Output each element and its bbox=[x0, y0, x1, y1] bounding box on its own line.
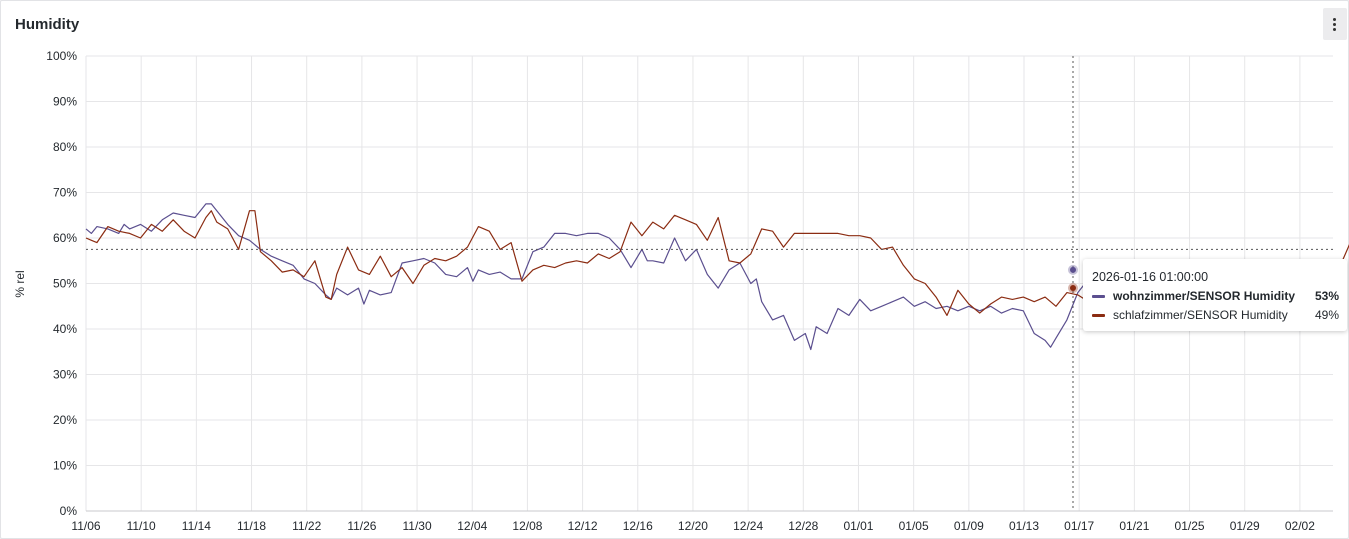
y-tick-label: 10% bbox=[53, 459, 77, 473]
x-tick-label: 12/20 bbox=[678, 519, 708, 533]
kebab-menu-icon[interactable] bbox=[1323, 8, 1347, 40]
y-tick-label: 100% bbox=[46, 49, 77, 63]
y-tick-label: 60% bbox=[53, 231, 77, 245]
x-tick-label: 01/05 bbox=[899, 519, 929, 533]
y-tick-label: 90% bbox=[53, 95, 77, 109]
x-tick-label: 12/24 bbox=[733, 519, 763, 533]
x-tick-label: 11/26 bbox=[347, 519, 376, 533]
hover-cursor bbox=[86, 56, 1333, 511]
x-tick-label: 01/01 bbox=[843, 519, 873, 533]
x-tick-label: 12/04 bbox=[457, 519, 487, 533]
x-tick-label: 12/12 bbox=[568, 519, 598, 533]
y-tick-label: 40% bbox=[53, 322, 77, 336]
hover-point-1 bbox=[1070, 285, 1076, 292]
y-tick-label: 0% bbox=[60, 504, 78, 518]
hover-point-0 bbox=[1070, 266, 1076, 273]
y-tick-label: 30% bbox=[53, 368, 77, 382]
y-axis-label: % rel bbox=[13, 270, 27, 297]
x-tick-label: 11/14 bbox=[182, 519, 211, 533]
menu-dot bbox=[1333, 28, 1336, 31]
x-tick-label: 01/29 bbox=[1230, 519, 1260, 533]
y-tick-label: 50% bbox=[53, 277, 77, 291]
x-tick-label: 11/18 bbox=[237, 519, 266, 533]
x-axis-ticks: 11/06 11/10 11/14 11/18 11/22 11/26 11/30 12/04… bbox=[71, 519, 1315, 533]
x-tick-label: 11/06 bbox=[71, 519, 100, 533]
x-tick-label: 12/28 bbox=[788, 519, 818, 533]
y-axis-ticks: 0% 10% 20% 30% 40% 50% 60% 70% 80% 90% 100% bbox=[46, 49, 77, 518]
tooltip-row: schlafzimmer/SENSOR Humidity 49% bbox=[1092, 308, 1339, 324]
menu-dot bbox=[1333, 18, 1336, 21]
tooltip-series-value: 53% bbox=[1314, 289, 1339, 303]
menu-dot bbox=[1333, 23, 1336, 26]
x-tick-label: 01/09 bbox=[954, 519, 984, 533]
tooltip-series-value: 49% bbox=[1314, 308, 1339, 322]
chart-grid bbox=[85, 55, 1333, 512]
x-tick-label: 11/22 bbox=[292, 519, 321, 533]
x-tick-label: 01/25 bbox=[1175, 519, 1205, 533]
x-tick-label: 01/21 bbox=[1119, 519, 1149, 533]
x-tick-label: 01/17 bbox=[1064, 519, 1094, 533]
series-line-0 bbox=[85, 203, 1139, 351]
tooltip-series-label: schlafzimmer/SENSOR Humidity bbox=[1113, 308, 1288, 322]
x-tick-label: 02/02 bbox=[1285, 519, 1315, 533]
x-tick-label: 12/08 bbox=[512, 519, 542, 533]
y-tick-label: 70% bbox=[53, 186, 77, 200]
y-tick-label: 20% bbox=[53, 413, 77, 427]
series-swatch bbox=[1092, 295, 1105, 298]
hover-tooltip: 2026-01-16 01:00:00 wohnzimmer/SENSOR Hu… bbox=[1083, 259, 1347, 331]
x-tick-label: 01/13 bbox=[1009, 519, 1039, 533]
x-tick-label: 12/16 bbox=[623, 519, 653, 533]
tooltip-series-label: wohnzimmer/SENSOR Humidity bbox=[1113, 289, 1296, 303]
series-swatch bbox=[1092, 314, 1105, 317]
tooltip-row: wohnzimmer/SENSOR Humidity 53% bbox=[1092, 289, 1339, 305]
panel-title: Humidity bbox=[15, 16, 80, 33]
y-tick-label: 80% bbox=[53, 140, 77, 154]
x-tick-label: 11/30 bbox=[402, 519, 431, 533]
tooltip-time: 2026-01-16 01:00:00 bbox=[1092, 270, 1209, 284]
x-tick-label: 11/10 bbox=[127, 519, 156, 533]
